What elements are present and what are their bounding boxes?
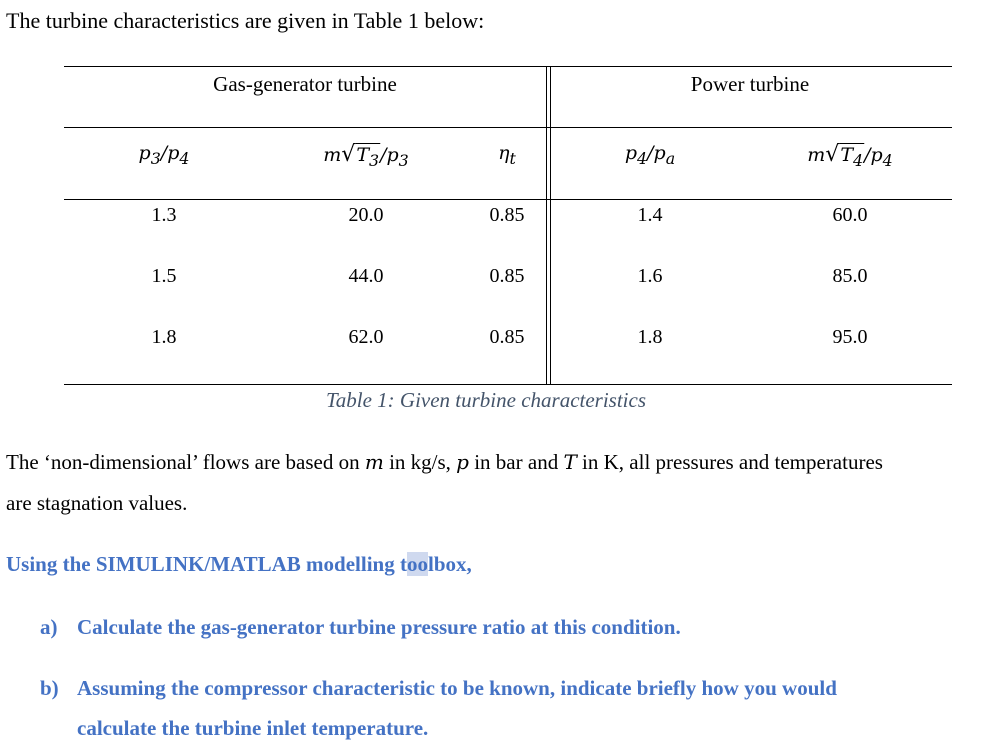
item-b-marker: b) [40,676,59,700]
table-cell: 20.0 [348,204,384,226]
table-top-rule [64,66,952,67]
table-cell: 95.0 [832,326,868,348]
table-cell: 1.6 [637,265,663,287]
table-cell: 0.85 [489,265,525,287]
item-a-marker: a) [40,615,58,639]
intro-text: The turbine characteristics are given in… [6,8,485,33]
table-cell: 1.4 [637,204,663,226]
table-cell: 1.8 [637,326,663,348]
group-header-gas-generator: Gas-generator turbine [213,72,397,96]
table-cell: 44.0 [348,265,384,287]
table-cell: 0.85 [489,204,525,226]
table-cell: 62.0 [348,326,384,348]
table-cell: 0.85 [489,326,525,348]
paragraph-line-1: The ‘non-dimensional’ flows are based on… [6,450,883,474]
col-header-efficiency: ηt [498,142,516,168]
item-b-text-line-1: Assuming the compressor characteristic t… [77,676,837,700]
table-cell: 1.8 [151,326,177,348]
table-group-divider [546,66,551,384]
table-cell: 85.0 [832,265,868,287]
table-header-rule [64,127,952,128]
table-cell: 60.0 [832,204,868,226]
col-header-p4-pa: p4/pa [624,142,676,168]
col-header-flow-gg: m√T3/p3 [323,142,409,170]
table-column-rule [64,199,952,200]
table-bottom-rule [64,384,952,385]
turbine-table: Gas-generator turbine Power turbine p3/p… [64,66,952,386]
group-header-power-turbine: Power turbine [690,72,810,96]
table-caption: Table 1: Given turbine characteristics [326,388,647,412]
col-header-p3-p4: p3/p4 [138,142,190,168]
table-cell: 1.3 [151,204,177,226]
item-a-text: Calculate the gas-generator turbine pres… [77,615,681,639]
col-header-flow-pt: m√T4/p4 [807,142,893,170]
table-cell: 1.5 [151,265,177,287]
item-b-text-line-2: calculate the turbine inlet temperature. [77,716,429,740]
paragraph-line-2: are stagnation values. [6,491,188,515]
instruction-heading: Using the SIMULINK/MATLAB modelling tool… [6,552,472,576]
